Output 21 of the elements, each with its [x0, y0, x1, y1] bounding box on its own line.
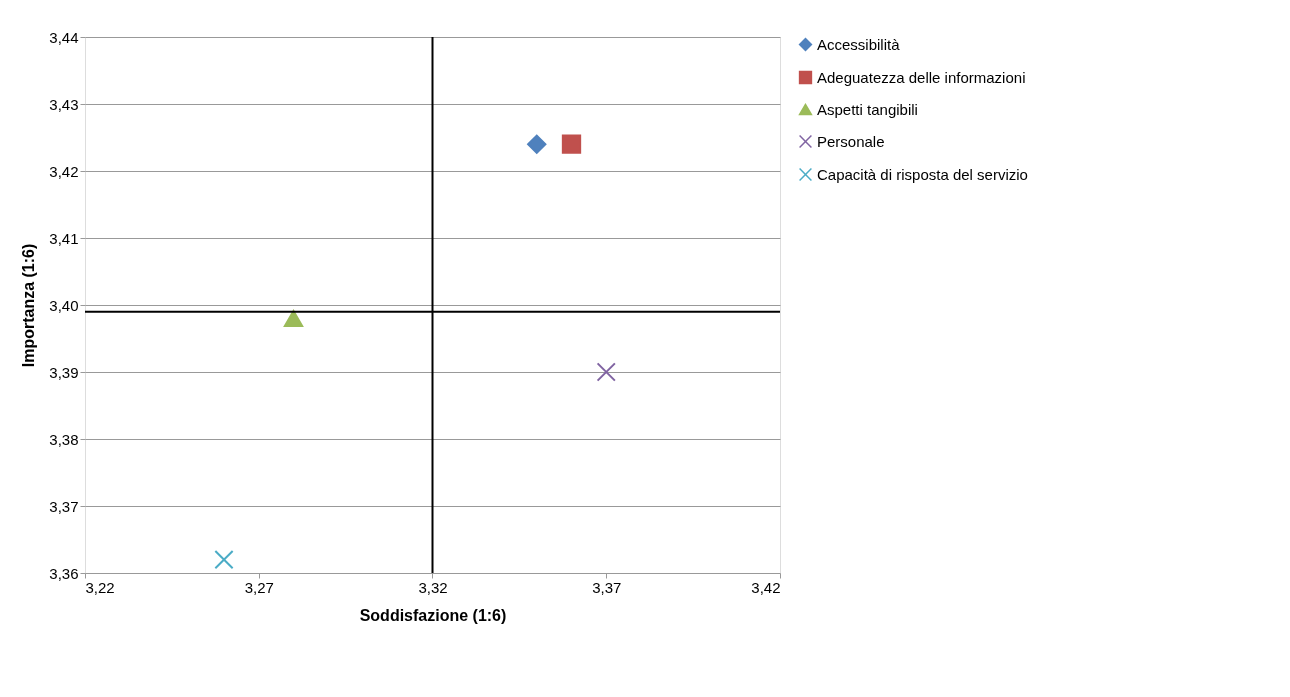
y-tick-label: 3,38 [49, 430, 79, 448]
y-tick-label: 3,36 [49, 564, 79, 582]
x-tick-label: 3,22 [85, 578, 115, 596]
legend-label: Personale [817, 132, 885, 150]
legend-label: Accessibilità [817, 35, 901, 53]
y-tick-label: 3,39 [49, 363, 79, 381]
x-tick-label: 3,27 [244, 578, 274, 596]
y-axis-title: Importanza (1:6) [20, 243, 38, 368]
y-tick-label: 3,41 [49, 229, 79, 247]
y-tick-label: 3,43 [49, 95, 79, 113]
x-axis-title: Soddisfazione (1:6) [359, 606, 507, 624]
x-tick-label: 3,42 [751, 578, 781, 596]
legend-label: Capacità di risposta del servizio [817, 165, 1028, 183]
y-tick-label: 3,40 [49, 296, 79, 314]
x-tick-label: 3,32 [418, 578, 448, 596]
legend-label: Adeguatezza delle informazioni [817, 68, 1026, 86]
y-tick-label: 3,37 [49, 497, 79, 515]
y-tick-label: 3,44 [49, 28, 79, 46]
y-tick-label: 3,42 [49, 162, 79, 180]
legend-label: Aspetti tangibili [817, 100, 918, 118]
x-tick-label: 3,37 [592, 578, 622, 596]
